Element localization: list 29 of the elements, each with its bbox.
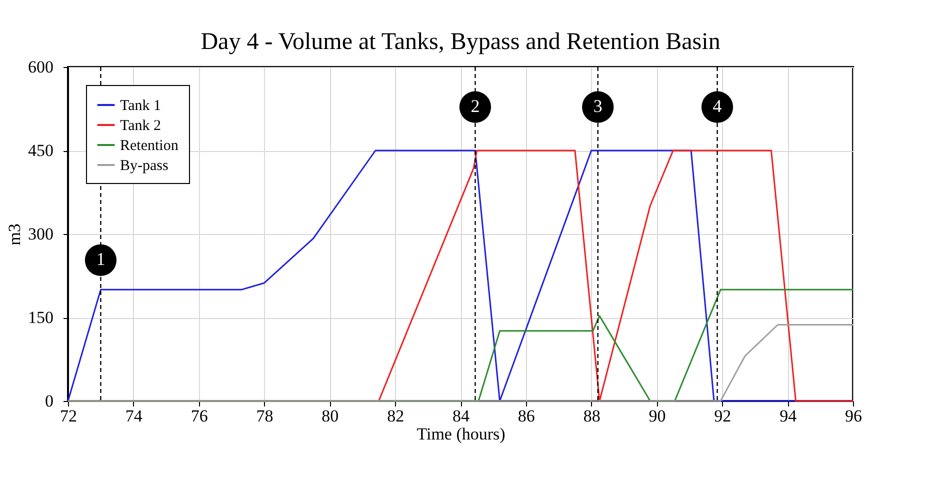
x-tick-label: 92 — [714, 406, 732, 426]
x-tick-label: 94 — [780, 406, 798, 426]
legend-label: Tank 1 — [120, 98, 162, 114]
x-tick-label: 74 — [125, 406, 143, 426]
chart-title: Day 4 - Volume at Tanks, Bypass and Retention Basin — [200, 29, 720, 55]
x-tick-label: 72 — [60, 406, 77, 426]
x-tick-label: 90 — [648, 406, 666, 426]
legend-label: By-pass — [120, 158, 168, 174]
annotation: 1 — [96, 249, 106, 270]
x-tick-label: 84 — [452, 406, 470, 426]
annotation: 3 — [593, 96, 602, 116]
x-axis-title: Time (hours) — [416, 424, 506, 444]
x-tick-label: 80 — [322, 406, 339, 426]
x-tick-label: 78 — [256, 406, 274, 426]
legend-label: Tank 2 — [120, 118, 162, 134]
y-tick-label: 300 — [28, 224, 54, 244]
x-tick-label: 96 — [845, 406, 862, 426]
y-tick-label: 0 — [45, 392, 54, 410]
x-tick-label: 86 — [518, 406, 535, 426]
y-axis-title: m3 — [5, 224, 24, 246]
x-tick-label: 82 — [387, 406, 404, 426]
annotation: 2 — [470, 96, 480, 116]
y-tick-label: 150 — [28, 308, 54, 327]
x-tick-label: 88 — [583, 406, 600, 426]
x-tick-label: 76 — [190, 406, 208, 426]
legend-label: Retention — [120, 138, 179, 154]
y-tick-label: 450 — [28, 141, 54, 160]
annotation: 4 — [712, 96, 722, 116]
y-tick-label: 600 — [28, 58, 54, 76]
